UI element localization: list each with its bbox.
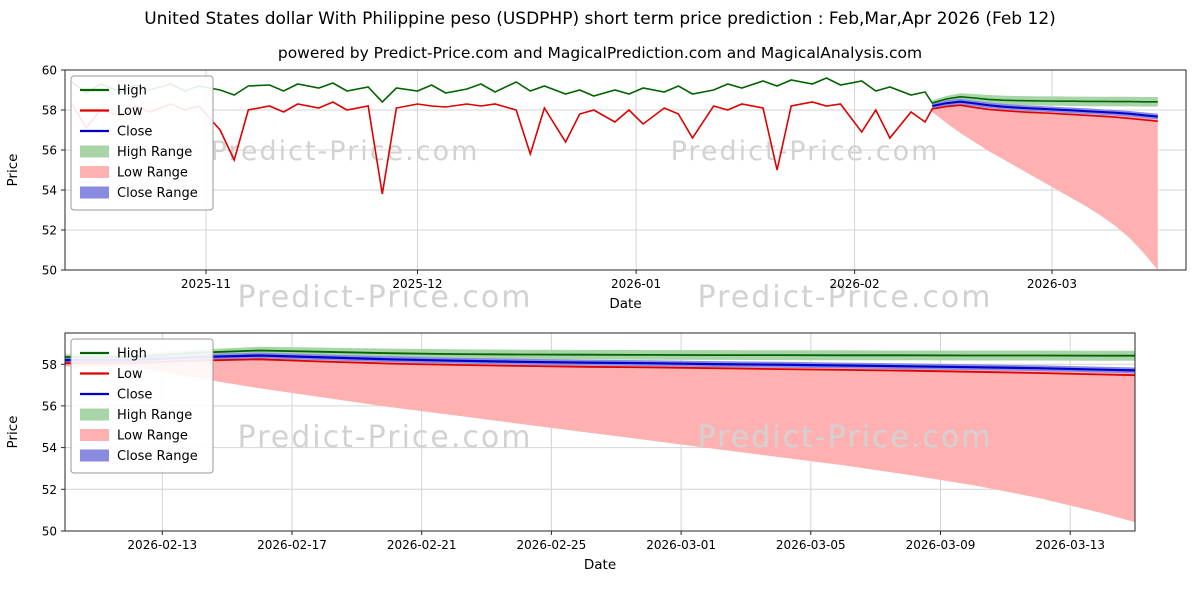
xtick-label: 2026-02 — [830, 277, 880, 291]
x-axis-label: Date — [609, 296, 641, 312]
line-high — [71, 77, 1158, 104]
line-high — [65, 349, 1135, 358]
watermark-text: Predict-Price.com — [698, 280, 993, 315]
ytick-label: 60 — [42, 64, 57, 78]
x-axis-label: Date — [584, 557, 616, 573]
legend-label-close: Close — [117, 125, 152, 140]
usdphp-history-and-forecast-chart: Predict-Price.com Predict-Price.com Predic… — [5, 64, 1187, 315]
watermark-text: Predict-Price.com — [238, 280, 533, 315]
plot-border — [64, 69, 1187, 271]
forecast-detail-chart: Predict-Price.com Predict-Price.com 50 52 54… — [0, 322, 1200, 604]
watermark-text: Predict-Price.com — [211, 136, 480, 167]
xtick-label: 2026-03 — [1027, 277, 1077, 291]
ytick-label: 58 — [42, 358, 57, 372]
ytick-label: 50 — [42, 264, 57, 278]
legend-label-high-range: High Range — [117, 408, 192, 423]
page-title: United States dollar With Philippine pes… — [144, 9, 1056, 29]
ytick-label: 52 — [42, 483, 57, 497]
band-low-range — [65, 357, 1135, 523]
legend-label-low-range: Low Range — [117, 429, 188, 444]
xtick-label: 2026-02-25 — [517, 538, 587, 552]
plot-border — [64, 332, 1136, 532]
line-close — [65, 354, 1135, 372]
legend-label-high-range: High Range — [117, 145, 192, 160]
usdphp-forecast-detail-chart: Predict-Price.com Predict-Price.com 50 52 54… — [5, 332, 1136, 573]
xtick-label: 2025-11 — [181, 277, 231, 291]
band-low-range — [932, 103, 1158, 270]
legend-label-close-range: Close Range — [117, 449, 198, 464]
ytick-label: 56 — [42, 399, 57, 413]
legend-swatch-high-range — [80, 408, 109, 421]
legend-swatch-low-range — [80, 429, 109, 441]
legend-label-close-range: Close Range — [117, 186, 198, 201]
xtick-label: 2026-03-05 — [776, 538, 846, 552]
xtick-label: 2026-02-21 — [387, 538, 457, 552]
legend-swatch-low-range — [80, 166, 109, 178]
ytick-label: 56 — [42, 144, 57, 158]
legend-label-close: Close — [117, 388, 152, 403]
watermark-text: Predict-Price.com — [698, 420, 993, 455]
xtick-label: 2026-01 — [611, 277, 661, 291]
legend-swatch-high-range — [80, 145, 109, 158]
line-low — [71, 101, 1158, 195]
ytick-label: 58 — [42, 104, 57, 118]
ytick-label: 54 — [42, 441, 57, 455]
legend-label-high: High — [117, 347, 147, 362]
line-low — [65, 358, 1135, 377]
watermark-text: Predict-Price.com — [671, 136, 940, 167]
legend-label-low-range: Low Range — [117, 166, 188, 181]
legend-label-low: Low — [117, 104, 143, 119]
xtick-label: 2026-02-17 — [257, 538, 327, 552]
xtick-label: 2025-12 — [392, 277, 442, 291]
legend-label-low: Low — [117, 367, 143, 382]
line-close — [932, 100, 1158, 118]
xtick-label: 2026-03-09 — [906, 538, 976, 552]
ytick-label: 50 — [42, 525, 57, 539]
y-axis-label: Price — [5, 154, 21, 187]
ytick-label: 52 — [42, 224, 57, 238]
watermark-text: Predict-Price.com — [238, 420, 533, 455]
xtick-label: 2026-02-13 — [127, 538, 197, 552]
xtick-label: 2026-03-13 — [1035, 538, 1105, 552]
ytick-label: 54 — [42, 184, 57, 198]
legend-swatch-close-range — [80, 449, 109, 462]
y-axis-label: Price — [5, 416, 21, 449]
xtick-label: 2026-03-01 — [646, 538, 716, 552]
band-high-range — [65, 346, 1135, 361]
price-history-forecast-chart: Predict-Price.com Predict-Price.com Predic… — [0, 60, 1200, 326]
page-subtitle: powered by Predict-Price.com and Magical… — [277, 44, 923, 62]
legend-swatch-close-range — [80, 186, 109, 199]
legend-label-high: High — [117, 84, 147, 99]
